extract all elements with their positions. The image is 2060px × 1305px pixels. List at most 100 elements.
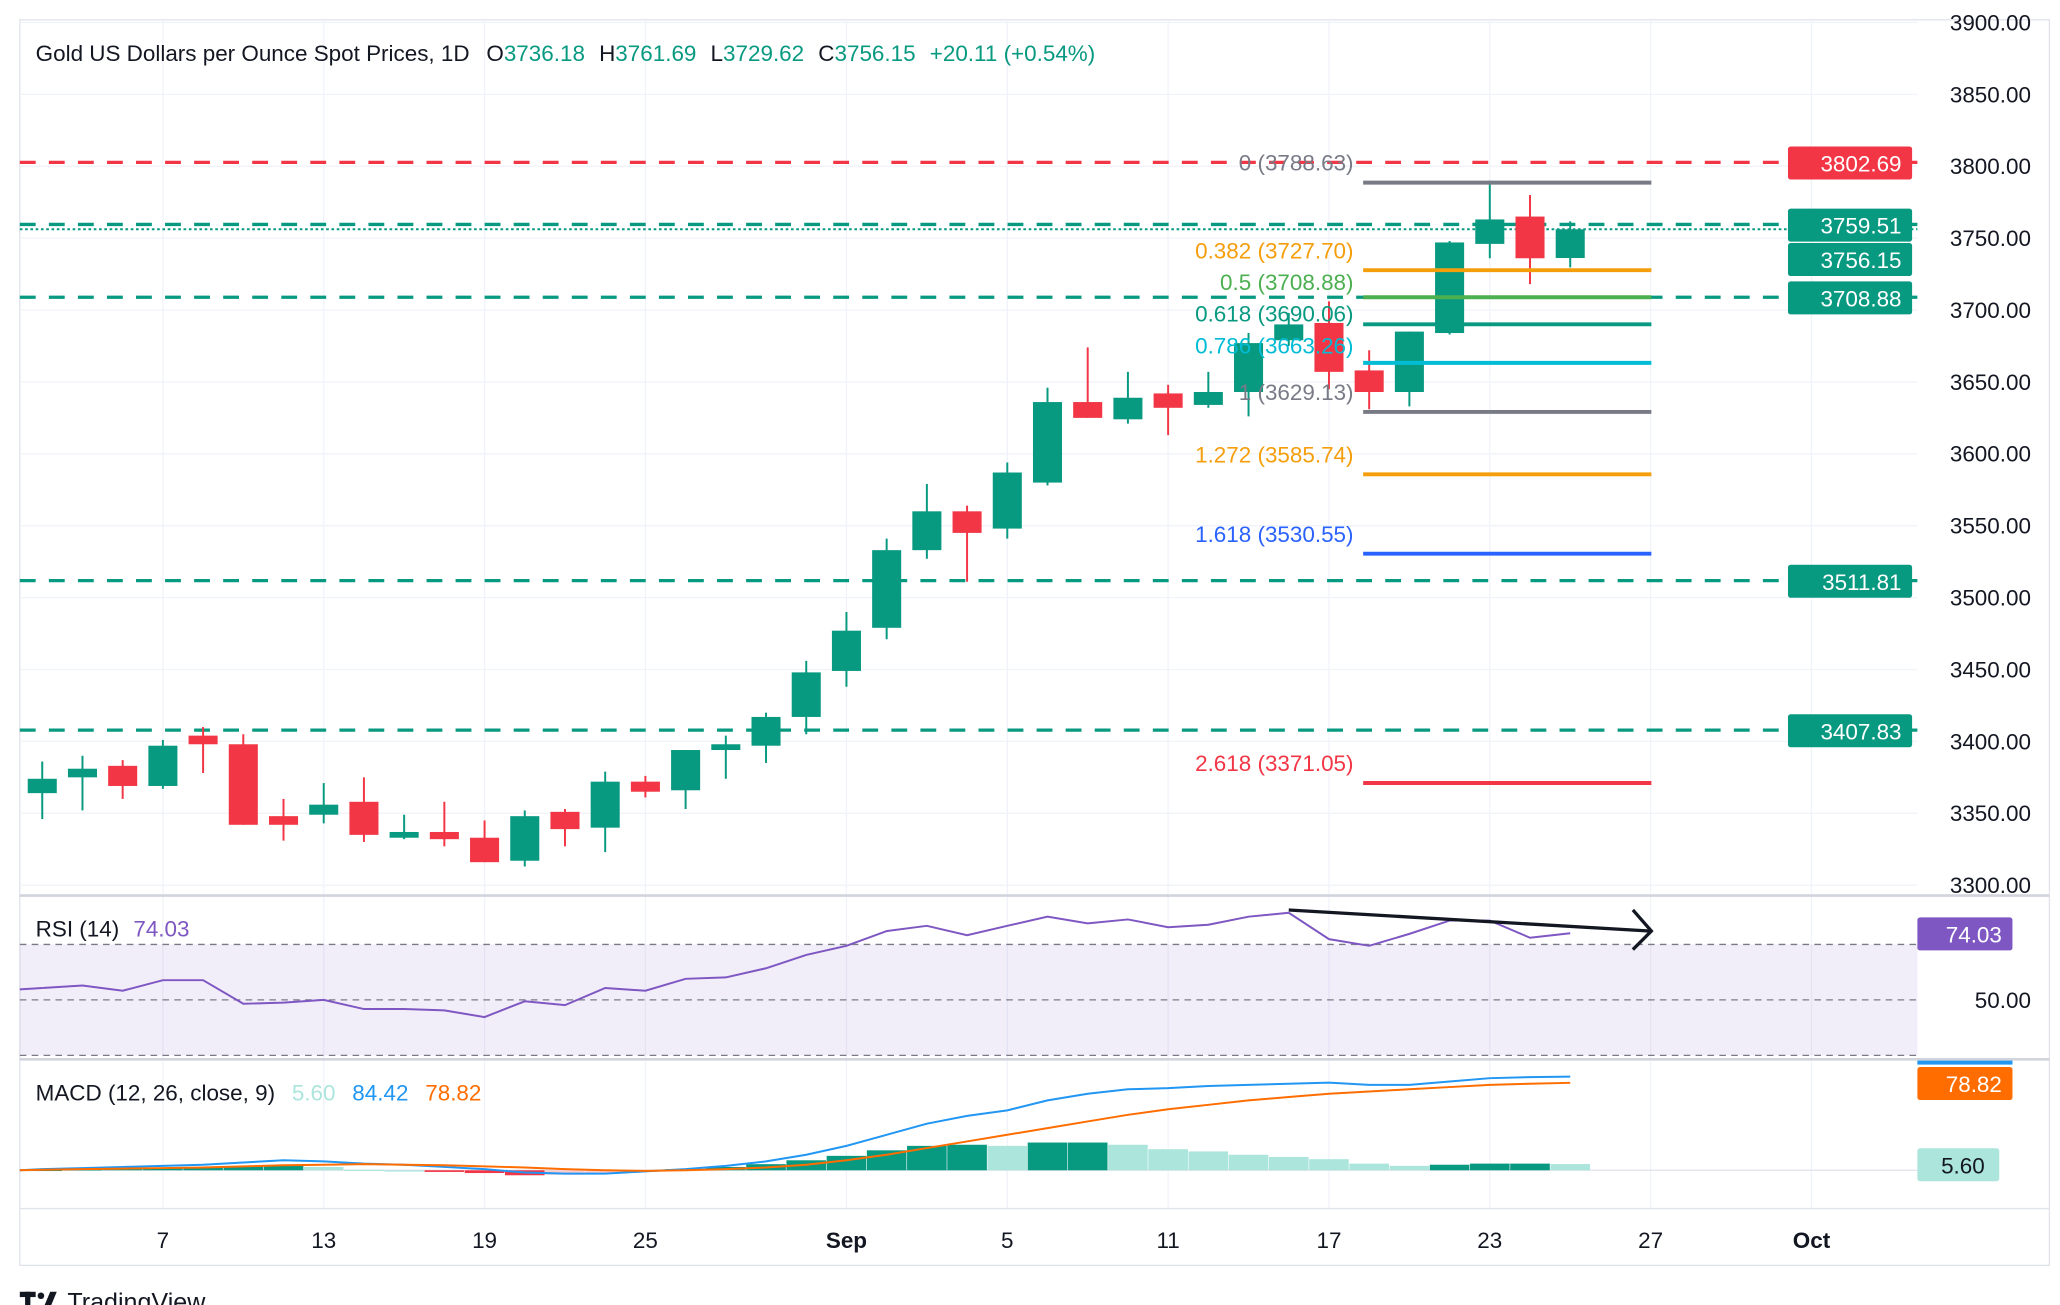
candle-up[interactable] <box>27 761 57 820</box>
rsi-legend: RSI (14) 74.03 <box>36 916 190 941</box>
macd-signal-value: 78.82 <box>425 1080 481 1105</box>
candle-up[interactable] <box>711 735 741 779</box>
candle-up[interactable] <box>1234 333 1264 417</box>
legend: Gold US Dollars per Ounce Spot Prices, 1… <box>36 41 1096 66</box>
macd-histogram-bar <box>1349 1163 1389 1171</box>
candle-down[interactable] <box>1515 194 1545 285</box>
macd-histogram-bar <box>143 1168 183 1171</box>
y-tick-label: 3800.00 <box>1950 154 2031 179</box>
macd-histogram-bar <box>1188 1151 1229 1171</box>
y-tick-label: 3500.00 <box>1950 586 2031 611</box>
candle-body <box>912 511 942 551</box>
candle-up[interactable] <box>1435 241 1465 335</box>
tradingview-brand: TradingView <box>67 1288 206 1305</box>
candle-up[interactable] <box>389 814 419 840</box>
candle-body <box>108 765 138 786</box>
candle-down[interactable] <box>470 820 500 863</box>
candle-body <box>1073 402 1103 418</box>
candle-up[interactable] <box>872 538 902 640</box>
change-value: +20.11 (+0.54%) <box>930 41 1095 66</box>
candle-body <box>1032 402 1063 483</box>
y-tick-label: 3850.00 <box>1950 82 2031 107</box>
candle-body <box>992 472 1022 529</box>
candle-down[interactable] <box>952 505 982 582</box>
fib-level-label: 0.382 (3727.70) <box>1195 238 1353 263</box>
candle-body <box>630 781 660 792</box>
candle-body <box>952 511 982 533</box>
candle-up[interactable] <box>510 810 540 867</box>
candle-up[interactable] <box>1032 387 1063 486</box>
y-tick-label: 3450.00 <box>1950 657 2031 682</box>
macd-pane[interactable] <box>19 1075 1918 1176</box>
fib-level-label: 1.272 (3585.74) <box>1195 442 1353 467</box>
candle-body <box>148 745 178 786</box>
candle-up[interactable] <box>992 462 1022 539</box>
low-label: L <box>711 41 723 66</box>
candle-down[interactable] <box>349 777 379 843</box>
macd-histogram-bar <box>1429 1164 1470 1171</box>
fib-level-label: 0 (3788.63) <box>1239 151 1354 176</box>
price-pane[interactable]: 0 (3788.63) 0.382 (3727.70) 0.5 (3708.88) 0… <box>19 151 1918 867</box>
y-tick-label: 3550.00 <box>1950 514 2031 539</box>
candle-down[interactable] <box>188 727 218 774</box>
candle-up[interactable] <box>1193 371 1223 408</box>
candle-up[interactable] <box>1274 312 1304 346</box>
candle-up[interactable] <box>831 611 861 687</box>
candle-up[interactable] <box>148 739 178 789</box>
y-tick-label: 3400.00 <box>1950 729 2031 754</box>
candle-down[interactable] <box>1153 384 1183 436</box>
macd-histogram-bar <box>545 1170 585 1175</box>
candle-body <box>1153 393 1183 408</box>
candle-up[interactable] <box>1475 180 1505 259</box>
candle-down[interactable] <box>228 734 258 825</box>
candle-down[interactable] <box>429 801 459 847</box>
rsi-line[interactable] <box>42 911 1571 1019</box>
high-label: H <box>599 41 615 66</box>
x-tick-label: 17 <box>1316 1228 1341 1253</box>
trend-arrow-line[interactable] <box>1288 908 1652 933</box>
candle-up[interactable] <box>67 755 97 811</box>
candle-body <box>67 768 97 778</box>
candle-down[interactable] <box>1314 301 1344 390</box>
candle-up[interactable] <box>671 750 701 809</box>
candle-body <box>1193 391 1223 405</box>
macd-histogram-bar <box>1510 1163 1550 1171</box>
candle-down[interactable] <box>1073 347 1103 418</box>
candle-body <box>309 804 339 815</box>
candle-down[interactable] <box>268 798 299 841</box>
signal-axis-badge <box>1917 1066 2013 1100</box>
candle-body <box>831 630 861 671</box>
candle-up[interactable] <box>791 660 821 735</box>
rsi-pane[interactable] <box>19 908 1918 1057</box>
symbol-title: Gold US Dollars per Ounce Spot Prices, 1… <box>36 41 470 66</box>
macd-histogram-bar <box>223 1166 264 1171</box>
candle-body <box>510 816 540 861</box>
candle-body <box>791 672 821 717</box>
candle-down[interactable] <box>1354 350 1384 410</box>
tradingview-logo[interactable]: TradingView <box>19 1288 206 1305</box>
fib-level-label: 1.618 (3530.55) <box>1195 522 1353 547</box>
y-tick-label: 3600.00 <box>1950 442 2031 467</box>
candle-up[interactable] <box>751 712 781 763</box>
candle-down[interactable] <box>108 760 138 799</box>
candle-up[interactable] <box>309 783 339 824</box>
price-axis-badge-label: 3708.88 <box>1820 287 1901 312</box>
macd-signal-line[interactable] <box>19 1081 1571 1172</box>
x-tick-label: Sep <box>826 1228 867 1253</box>
hist-axis-badge-label: 5.60 <box>1941 1153 1985 1178</box>
candle-up[interactable] <box>590 771 620 853</box>
price-axis-badge-label: 3511.81 <box>1822 570 1901 595</box>
candle-down[interactable] <box>630 775 660 798</box>
candle-up[interactable] <box>912 484 942 559</box>
candle-up[interactable] <box>1113 371 1143 424</box>
candle-body <box>1314 322 1344 372</box>
candle-body <box>349 801 379 835</box>
rsi-axis-badge <box>1917 917 2013 951</box>
rsi-title: RSI (14) <box>36 916 120 941</box>
candle-down[interactable] <box>550 808 580 847</box>
candle-up[interactable] <box>1555 221 1585 268</box>
high-value: 3761.69 <box>615 41 696 66</box>
macd-histogram-bar <box>183 1167 223 1171</box>
macd-line[interactable] <box>19 1075 1571 1175</box>
